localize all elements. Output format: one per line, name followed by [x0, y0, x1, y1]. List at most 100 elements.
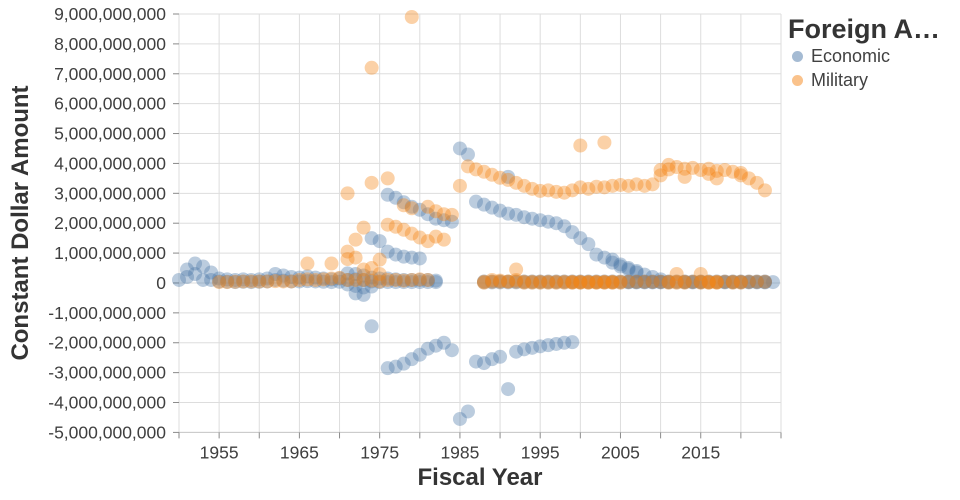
data-point-military — [549, 275, 564, 290]
data-point-economic — [621, 261, 636, 276]
data-point-economic — [172, 272, 186, 287]
data-point-military — [380, 272, 395, 287]
data-point-military — [573, 138, 588, 153]
x-tick-label: 1975 — [360, 442, 399, 462]
legend-label-military: Military — [811, 70, 868, 90]
data-point-economic — [388, 272, 403, 287]
legend-item-economic: Economic — [788, 45, 940, 68]
data-point-military — [653, 163, 668, 178]
data-point-economic — [605, 274, 620, 289]
data-point-economic — [509, 207, 524, 222]
data-point-military — [276, 274, 291, 289]
data-point-economic — [228, 272, 243, 287]
data-point-military — [541, 275, 556, 290]
data-point-economic — [557, 274, 572, 289]
data-point-military — [757, 183, 772, 198]
data-point-military — [396, 273, 411, 288]
data-point-military — [533, 274, 548, 289]
data-point-military — [236, 274, 251, 289]
data-point-economic — [605, 275, 620, 290]
data-point-military — [517, 178, 532, 193]
data-point-economic — [525, 211, 540, 226]
data-point-military — [693, 163, 708, 178]
legend-title: Foreign A… — [788, 14, 940, 44]
data-point-economic — [581, 274, 596, 289]
data-point-military — [380, 217, 395, 232]
data-point-military — [485, 272, 500, 287]
data-point-military — [557, 274, 572, 289]
data-point-economic — [501, 275, 516, 290]
data-point-economic — [364, 270, 379, 285]
data-point-military — [589, 179, 604, 194]
data-point-military — [573, 275, 588, 290]
data-point-economic — [741, 274, 756, 289]
data-point-military — [733, 168, 748, 183]
data-point-economic — [749, 275, 764, 290]
data-point-economic — [420, 207, 435, 222]
data-point-economic — [380, 361, 395, 376]
data-point-economic — [436, 213, 451, 228]
data-point-military — [348, 272, 363, 287]
data-point-economic — [372, 275, 387, 290]
data-point-military — [733, 275, 748, 290]
data-point-military — [549, 184, 564, 199]
data-point-military — [693, 267, 708, 282]
data-point-military — [605, 275, 620, 290]
data-point-economic — [260, 271, 275, 286]
data-point-military — [428, 229, 443, 244]
data-point-economic — [757, 275, 772, 290]
data-point-military — [685, 274, 700, 289]
data-point-economic — [436, 335, 451, 350]
data-point-military — [388, 272, 403, 287]
data-point-military — [477, 164, 492, 179]
data-point-economic — [420, 272, 435, 287]
data-point-economic — [733, 274, 748, 289]
data-point-military — [701, 275, 716, 290]
data-point-military — [701, 275, 716, 290]
data-point-economic — [597, 274, 612, 289]
data-point-economic — [404, 275, 419, 290]
y-tick-label: 1,000,000,000 — [54, 243, 166, 263]
data-point-economic — [388, 359, 403, 374]
data-point-military — [332, 270, 347, 285]
data-point-military — [348, 250, 363, 265]
data-point-economic — [685, 275, 700, 290]
data-point-military — [669, 267, 684, 282]
data-point-economic — [613, 259, 628, 274]
data-point-economic — [645, 275, 660, 290]
data-point-economic — [316, 274, 331, 289]
data-point-military — [493, 274, 508, 289]
data-point-military — [493, 170, 508, 185]
data-point-economic — [669, 274, 684, 289]
data-point-economic — [404, 352, 419, 367]
data-point-economic — [581, 275, 596, 290]
x-tick-label: 1955 — [200, 442, 239, 462]
data-point-military — [372, 274, 387, 289]
data-point-economic — [501, 382, 516, 397]
data-point-economic — [709, 275, 724, 290]
data-point-economic — [404, 250, 419, 265]
data-point-economic — [404, 272, 419, 287]
data-point-military — [228, 274, 243, 289]
data-point-military — [581, 181, 596, 196]
data-point-military — [364, 60, 379, 75]
data-point-military — [709, 171, 724, 186]
data-point-economic — [549, 336, 564, 351]
data-point-economic — [741, 275, 756, 290]
data-point-economic — [685, 274, 700, 289]
data-point-military — [725, 274, 740, 289]
data-point-economic — [637, 267, 652, 282]
data-point-military — [685, 160, 700, 175]
data-point-economic — [412, 202, 427, 217]
y-tick-label: -2,000,000,000 — [48, 333, 166, 353]
data-point-economic — [188, 267, 203, 282]
data-point-economic — [677, 275, 692, 290]
data-point-military — [308, 272, 323, 287]
data-point-economic — [244, 272, 259, 287]
data-point-economic — [228, 275, 243, 290]
data-point-economic — [517, 342, 532, 357]
data-point-economic — [709, 274, 724, 289]
data-point-economic — [308, 270, 323, 285]
